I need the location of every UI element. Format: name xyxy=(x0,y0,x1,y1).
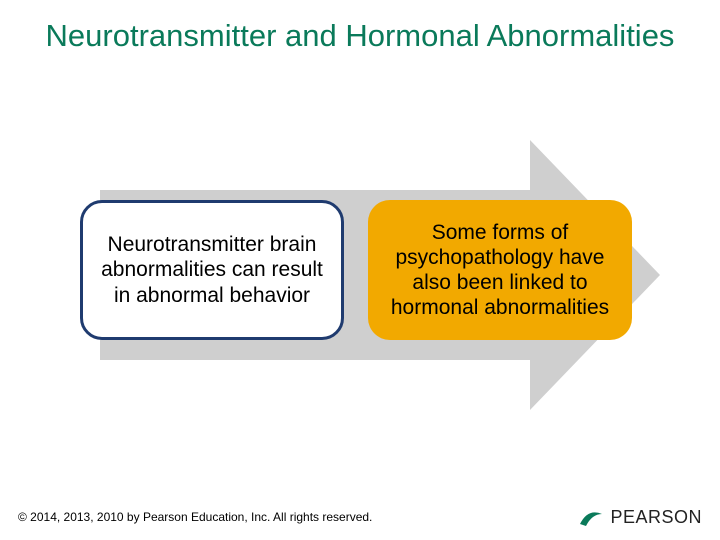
card-hormonal: Some forms of psychopathology have also … xyxy=(368,200,632,340)
card-text: Neurotransmitter brain abnormalities can… xyxy=(99,232,325,308)
copyright-text: © 2014, 2013, 2010 by Pearson Education,… xyxy=(18,510,372,524)
card-neurotransmitter: Neurotransmitter brain abnormalities can… xyxy=(80,200,344,340)
arrow-diagram: Neurotransmitter brain abnormalities can… xyxy=(60,140,660,420)
brand-name: PEARSON xyxy=(610,507,702,528)
page-title: Neurotransmitter and Hormonal Abnormalit… xyxy=(0,0,720,54)
pearson-swoosh-icon xyxy=(578,504,604,530)
footer: © 2014, 2013, 2010 by Pearson Education,… xyxy=(0,500,720,540)
card-text: Some forms of psychopathology have also … xyxy=(384,220,616,321)
brand-logo: PEARSON xyxy=(578,504,702,530)
